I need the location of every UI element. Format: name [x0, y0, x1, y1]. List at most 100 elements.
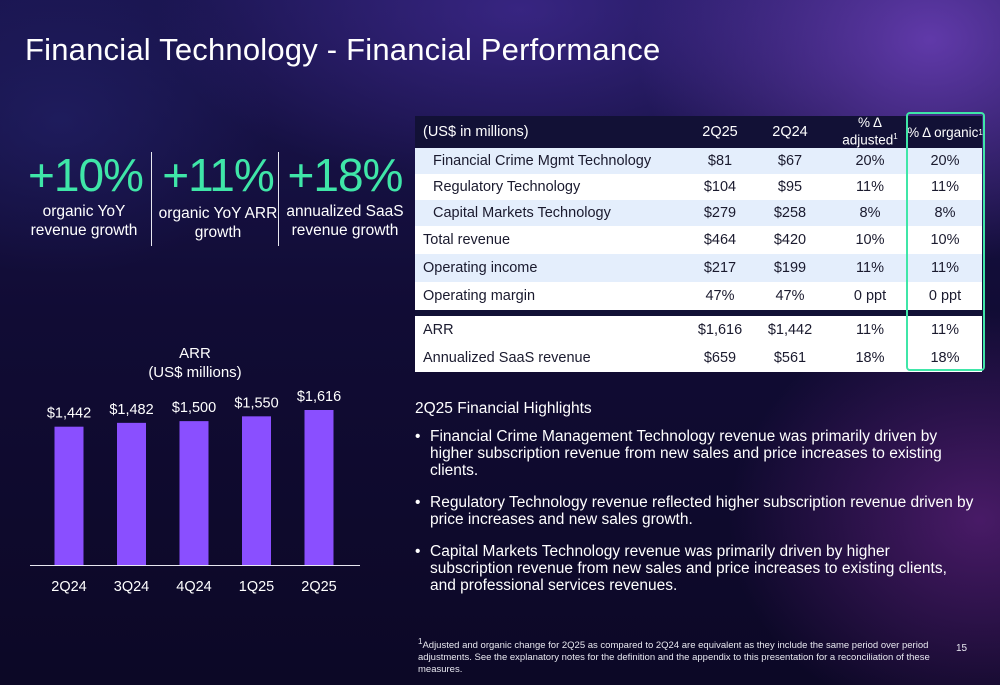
row-label: Operating margin — [423, 288, 536, 304]
kpi-value: +18% — [287, 149, 404, 201]
bar-3q24 — [117, 422, 146, 565]
x-tick-label: 2Q24 — [51, 579, 86, 595]
bar-value-label: $1,550 — [234, 395, 278, 411]
kpi-label-line2: revenue growth — [291, 222, 399, 239]
row-organic: 18% — [930, 350, 960, 366]
footnote: 1Adjusted and organic change for 2Q25 as… — [418, 636, 938, 676]
table-row: ARR $1,616 $1,442 11% 11% — [415, 316, 982, 344]
row-2q25: $81 — [707, 153, 733, 169]
kpi-organic-revenue: +10% organic YoY revenue growth — [28, 148, 144, 240]
row-adjusted: 0 ppt — [853, 288, 887, 304]
row-2q25: $104 — [703, 179, 737, 195]
header-2q24: 2Q24 — [772, 124, 808, 140]
row-2q25: $659 — [703, 350, 737, 366]
header-organic: % Δ organic 1 — [905, 116, 985, 148]
x-tick-label: 4Q24 — [176, 579, 211, 595]
chart-title: ARR (US$ millions) — [120, 344, 270, 382]
table-row: Total revenue $464 $420 10% 10% — [415, 226, 982, 254]
row-label: ARR — [423, 322, 454, 338]
row-label: Financial Crime Mgmt Technology — [433, 153, 652, 169]
row-organic: 10% — [930, 232, 960, 248]
row-organic: 11% — [931, 322, 959, 338]
table-header-row: (US$ in millions) 2Q25 2Q24 % Δ adjusted… — [415, 116, 985, 148]
bar-value-label: $1,442 — [47, 406, 91, 422]
bar-value-label: $1,500 — [172, 400, 216, 416]
row-2q24: $67 — [777, 153, 803, 169]
kpi-divider — [151, 152, 152, 246]
row-label: Annualized SaaS revenue — [423, 350, 591, 366]
row-organic: 8% — [934, 205, 956, 221]
kpi-label-line1: organic YoY ARR — [158, 205, 278, 222]
kpi-label-line1: annualized SaaS — [286, 203, 404, 220]
page-number: 15 — [956, 643, 968, 654]
row-organic: 11% — [931, 179, 959, 195]
chart-title-line1: ARR — [179, 345, 211, 362]
row-2q24: $95 — [777, 179, 803, 195]
row-organic: 20% — [930, 153, 960, 169]
row-adjusted: 11% — [856, 322, 884, 338]
table-separator — [415, 310, 982, 316]
header-adjusted-sup: 1 — [893, 132, 898, 142]
row-label: Regulatory Technology — [433, 179, 581, 195]
row-adjusted: 11% — [856, 260, 884, 276]
table-row: Annualized SaaS revenue $659 $561 18% 18… — [415, 344, 982, 372]
row-2q24: $420 — [773, 232, 807, 248]
header-adjusted-line1: % Δ — [857, 115, 883, 131]
highlight-bullet: Regulatory Technology revenue reflected … — [415, 494, 975, 528]
bar-2q24 — [54, 426, 84, 565]
highlights-list: Financial Crime Management Technology re… — [415, 428, 975, 609]
header-label: (US$ in millions) — [423, 124, 529, 140]
kpi-organic-arr: +11% organic YoY ARR growth — [157, 148, 279, 242]
row-organic: 0 ppt — [928, 288, 962, 304]
table-row: Regulatory Technology $104 $95 11% 11% — [415, 174, 982, 200]
x-tick-label: 2Q25 — [301, 579, 336, 595]
header-organic-text: % Δ organic — [907, 124, 979, 140]
bar-value-label: $1,616 — [297, 390, 341, 405]
table-row: Operating income $217 $199 11% 11% — [415, 254, 982, 282]
table-row: Financial Crime Mgmt Technology $81 $67 … — [415, 148, 982, 174]
x-tick-label: 3Q24 — [114, 579, 149, 595]
row-adjusted: 20% — [855, 153, 885, 169]
row-2q24: $199 — [773, 260, 807, 276]
row-2q25: $217 — [703, 260, 737, 276]
row-organic: 11% — [931, 260, 959, 276]
bar-2q25 — [304, 410, 334, 565]
header-adjusted-line2: adjusted — [842, 132, 894, 148]
highlight-bullet: Capital Markets Technology revenue was p… — [415, 543, 975, 594]
kpi-label-line2: revenue growth — [30, 222, 138, 239]
header-adjusted: % Δ adjusted1 — [825, 116, 915, 148]
highlight-bullet: Financial Crime Management Technology re… — [415, 428, 975, 479]
kpi-saas-revenue: +18% annualized SaaS revenue growth — [284, 148, 406, 240]
row-adjusted: 11% — [856, 179, 884, 195]
bar-4q24 — [179, 421, 209, 565]
bar-1q25 — [242, 416, 271, 565]
x-tick-label: 1Q25 — [239, 579, 274, 595]
table-row: Operating margin 47% 47% 0 ppt 0 ppt — [415, 282, 982, 310]
row-2q25: 47% — [705, 288, 735, 304]
row-2q25: $279 — [703, 205, 737, 221]
highlights-title: 2Q25 Financial Highlights — [415, 400, 592, 417]
row-2q24: $561 — [773, 350, 807, 366]
footnote-sup: 1 — [418, 637, 423, 646]
footnote-text: Adjusted and organic change for 2Q25 as … — [418, 640, 930, 676]
kpi-label-line2: growth — [194, 224, 242, 241]
row-2q24: $258 — [773, 205, 807, 221]
row-adjusted: 8% — [859, 205, 881, 221]
row-adjusted: 18% — [855, 350, 885, 366]
kpi-label-line1: organic YoY — [42, 203, 126, 220]
row-label: Capital Markets Technology — [433, 205, 611, 221]
header-organic-sup: 1 — [978, 127, 983, 137]
bar-value-label: $1,482 — [109, 402, 153, 418]
kpi-divider — [278, 152, 279, 246]
row-adjusted: 10% — [855, 232, 885, 248]
organic-column-highlight — [906, 112, 985, 371]
kpi-value: +10% — [28, 149, 144, 201]
kpi-value: +11% — [162, 149, 275, 201]
page-title: Financial Technology - Financial Perform… — [25, 32, 661, 67]
row-2q24: 47% — [775, 288, 805, 304]
row-label: Total revenue — [423, 232, 511, 248]
chart-title-line2: (US$ millions) — [148, 364, 242, 381]
row-label: Operating income — [423, 260, 538, 276]
row-2q24: $1,442 — [767, 322, 813, 338]
row-2q25: $464 — [703, 232, 737, 248]
